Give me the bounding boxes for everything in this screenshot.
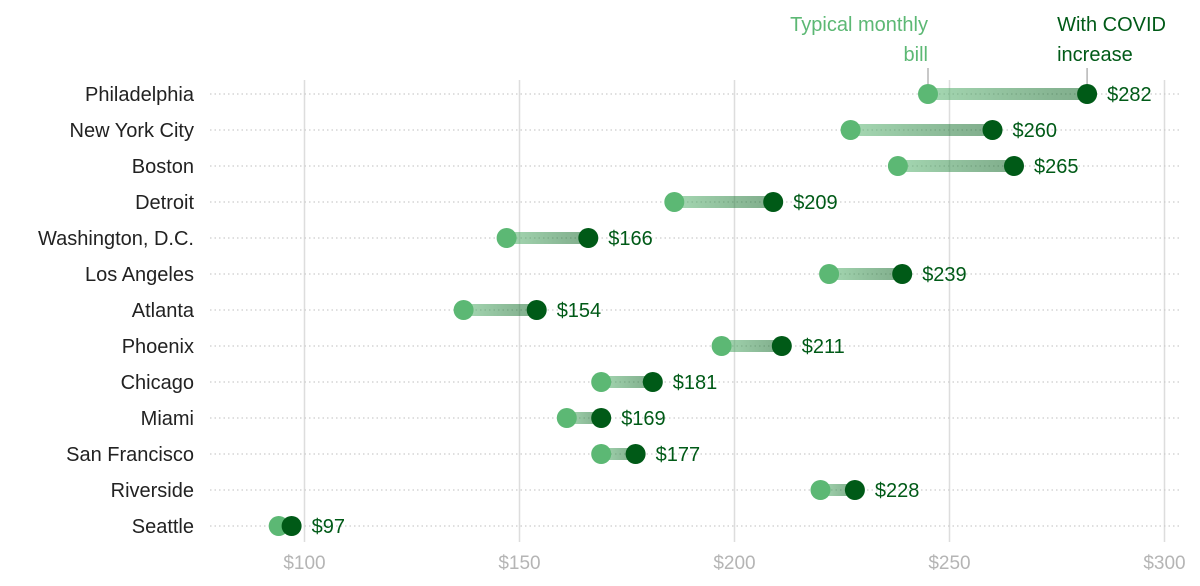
covid-increase-dot	[763, 192, 784, 212]
legend-typical-label-line1: Typical monthly	[790, 14, 928, 36]
covid-increase-dot	[1077, 84, 1098, 104]
covid-increase-dot	[642, 372, 663, 392]
covid-increase-dot	[281, 516, 302, 536]
city-label: Seattle	[132, 516, 194, 538]
covid-increase-dot	[591, 408, 612, 428]
typical-bill-dot	[918, 84, 938, 104]
city-label: Washington, D.C.	[38, 228, 194, 250]
chart-row: Philadelphia $282	[85, 84, 1180, 106]
city-label: Los Angeles	[85, 264, 194, 286]
covid-increase-dot	[625, 444, 646, 464]
city-label: San Francisco	[66, 444, 194, 466]
chart-row: Seattle $97	[132, 516, 1180, 538]
value-label: $169	[621, 408, 666, 430]
value-label: $265	[1034, 156, 1079, 178]
city-label: Atlanta	[132, 300, 195, 322]
value-label: $228	[875, 480, 920, 502]
chart-row: New York City $260	[70, 120, 1180, 142]
city-label: Riverside	[111, 480, 194, 502]
typical-bill-dot	[496, 228, 517, 248]
typical-bill-dot	[591, 372, 612, 392]
rows-layer: Philadelphia $282 New York City $260 Boston $…	[38, 84, 1180, 538]
x-tick-label: $100	[283, 553, 325, 574]
x-tick-label: $200	[713, 553, 755, 574]
value-label: $97	[312, 516, 345, 538]
city-label: Phoenix	[122, 336, 194, 358]
chart-row: Boston $265	[132, 156, 1180, 178]
legend-covid-label-line1: With COVID	[1057, 14, 1166, 36]
value-label: $154	[557, 300, 602, 322]
x-axis-ticks: $100 $150 $200 $250 $300	[283, 553, 1185, 574]
typical-bill-dot	[810, 480, 831, 500]
typical-bill-dot	[840, 120, 861, 140]
typical-bill-dot	[887, 156, 908, 176]
x-tick-label: $150	[498, 553, 540, 574]
legend: Typical monthly bill With COVID increase	[790, 14, 1166, 84]
grid-layer	[303, 80, 1166, 542]
value-label: $177	[656, 444, 701, 466]
chart-row: Phoenix $211	[122, 336, 1180, 358]
covid-increase-dot	[771, 336, 792, 356]
x-tick-label: $250	[928, 553, 970, 574]
chart-row: Washington, D.C. $166	[38, 228, 1180, 250]
city-label: Detroit	[135, 192, 194, 214]
value-label: $211	[802, 336, 845, 358]
value-label: $166	[608, 228, 653, 250]
covid-increase-dot	[982, 120, 1003, 140]
typical-bill-dot	[591, 444, 612, 464]
chart-row: Los Angeles $239	[85, 264, 1180, 286]
chart-row: San Francisco $177	[66, 444, 1180, 466]
covid-increase-dot	[844, 480, 865, 500]
value-label: $181	[673, 372, 718, 394]
city-label: New York City	[70, 120, 195, 142]
chart-row: Detroit $209	[135, 192, 1180, 214]
chart-row: Atlanta $154	[132, 300, 1180, 322]
typical-bill-dot	[453, 300, 474, 320]
city-label: Chicago	[121, 372, 194, 394]
value-label: $209	[793, 192, 838, 214]
chart-row: Chicago $181	[121, 372, 1180, 394]
value-label: $282	[1107, 84, 1152, 106]
chart-row: Riverside $228	[111, 480, 1180, 502]
x-tick-label: $300	[1143, 553, 1185, 574]
typical-bill-dot	[711, 336, 732, 356]
covid-increase-dot	[578, 228, 599, 248]
city-label: Philadelphia	[85, 84, 195, 106]
chart-row: Miami $169	[141, 408, 1180, 430]
legend-typical-label-line2: bill	[904, 44, 928, 66]
covid-increase-dot	[892, 264, 913, 284]
typical-bill-dot	[819, 264, 840, 284]
covid-increase-dot	[526, 300, 547, 320]
legend-covid-label-line2: increase	[1057, 44, 1133, 66]
value-label: $260	[1013, 120, 1058, 142]
city-label: Boston	[132, 156, 194, 178]
value-label: $239	[922, 264, 967, 286]
typical-bill-dot	[664, 192, 685, 212]
city-label: Miami	[141, 408, 194, 430]
typical-bill-dot	[556, 408, 577, 428]
covid-increase-dot	[1004, 156, 1024, 176]
